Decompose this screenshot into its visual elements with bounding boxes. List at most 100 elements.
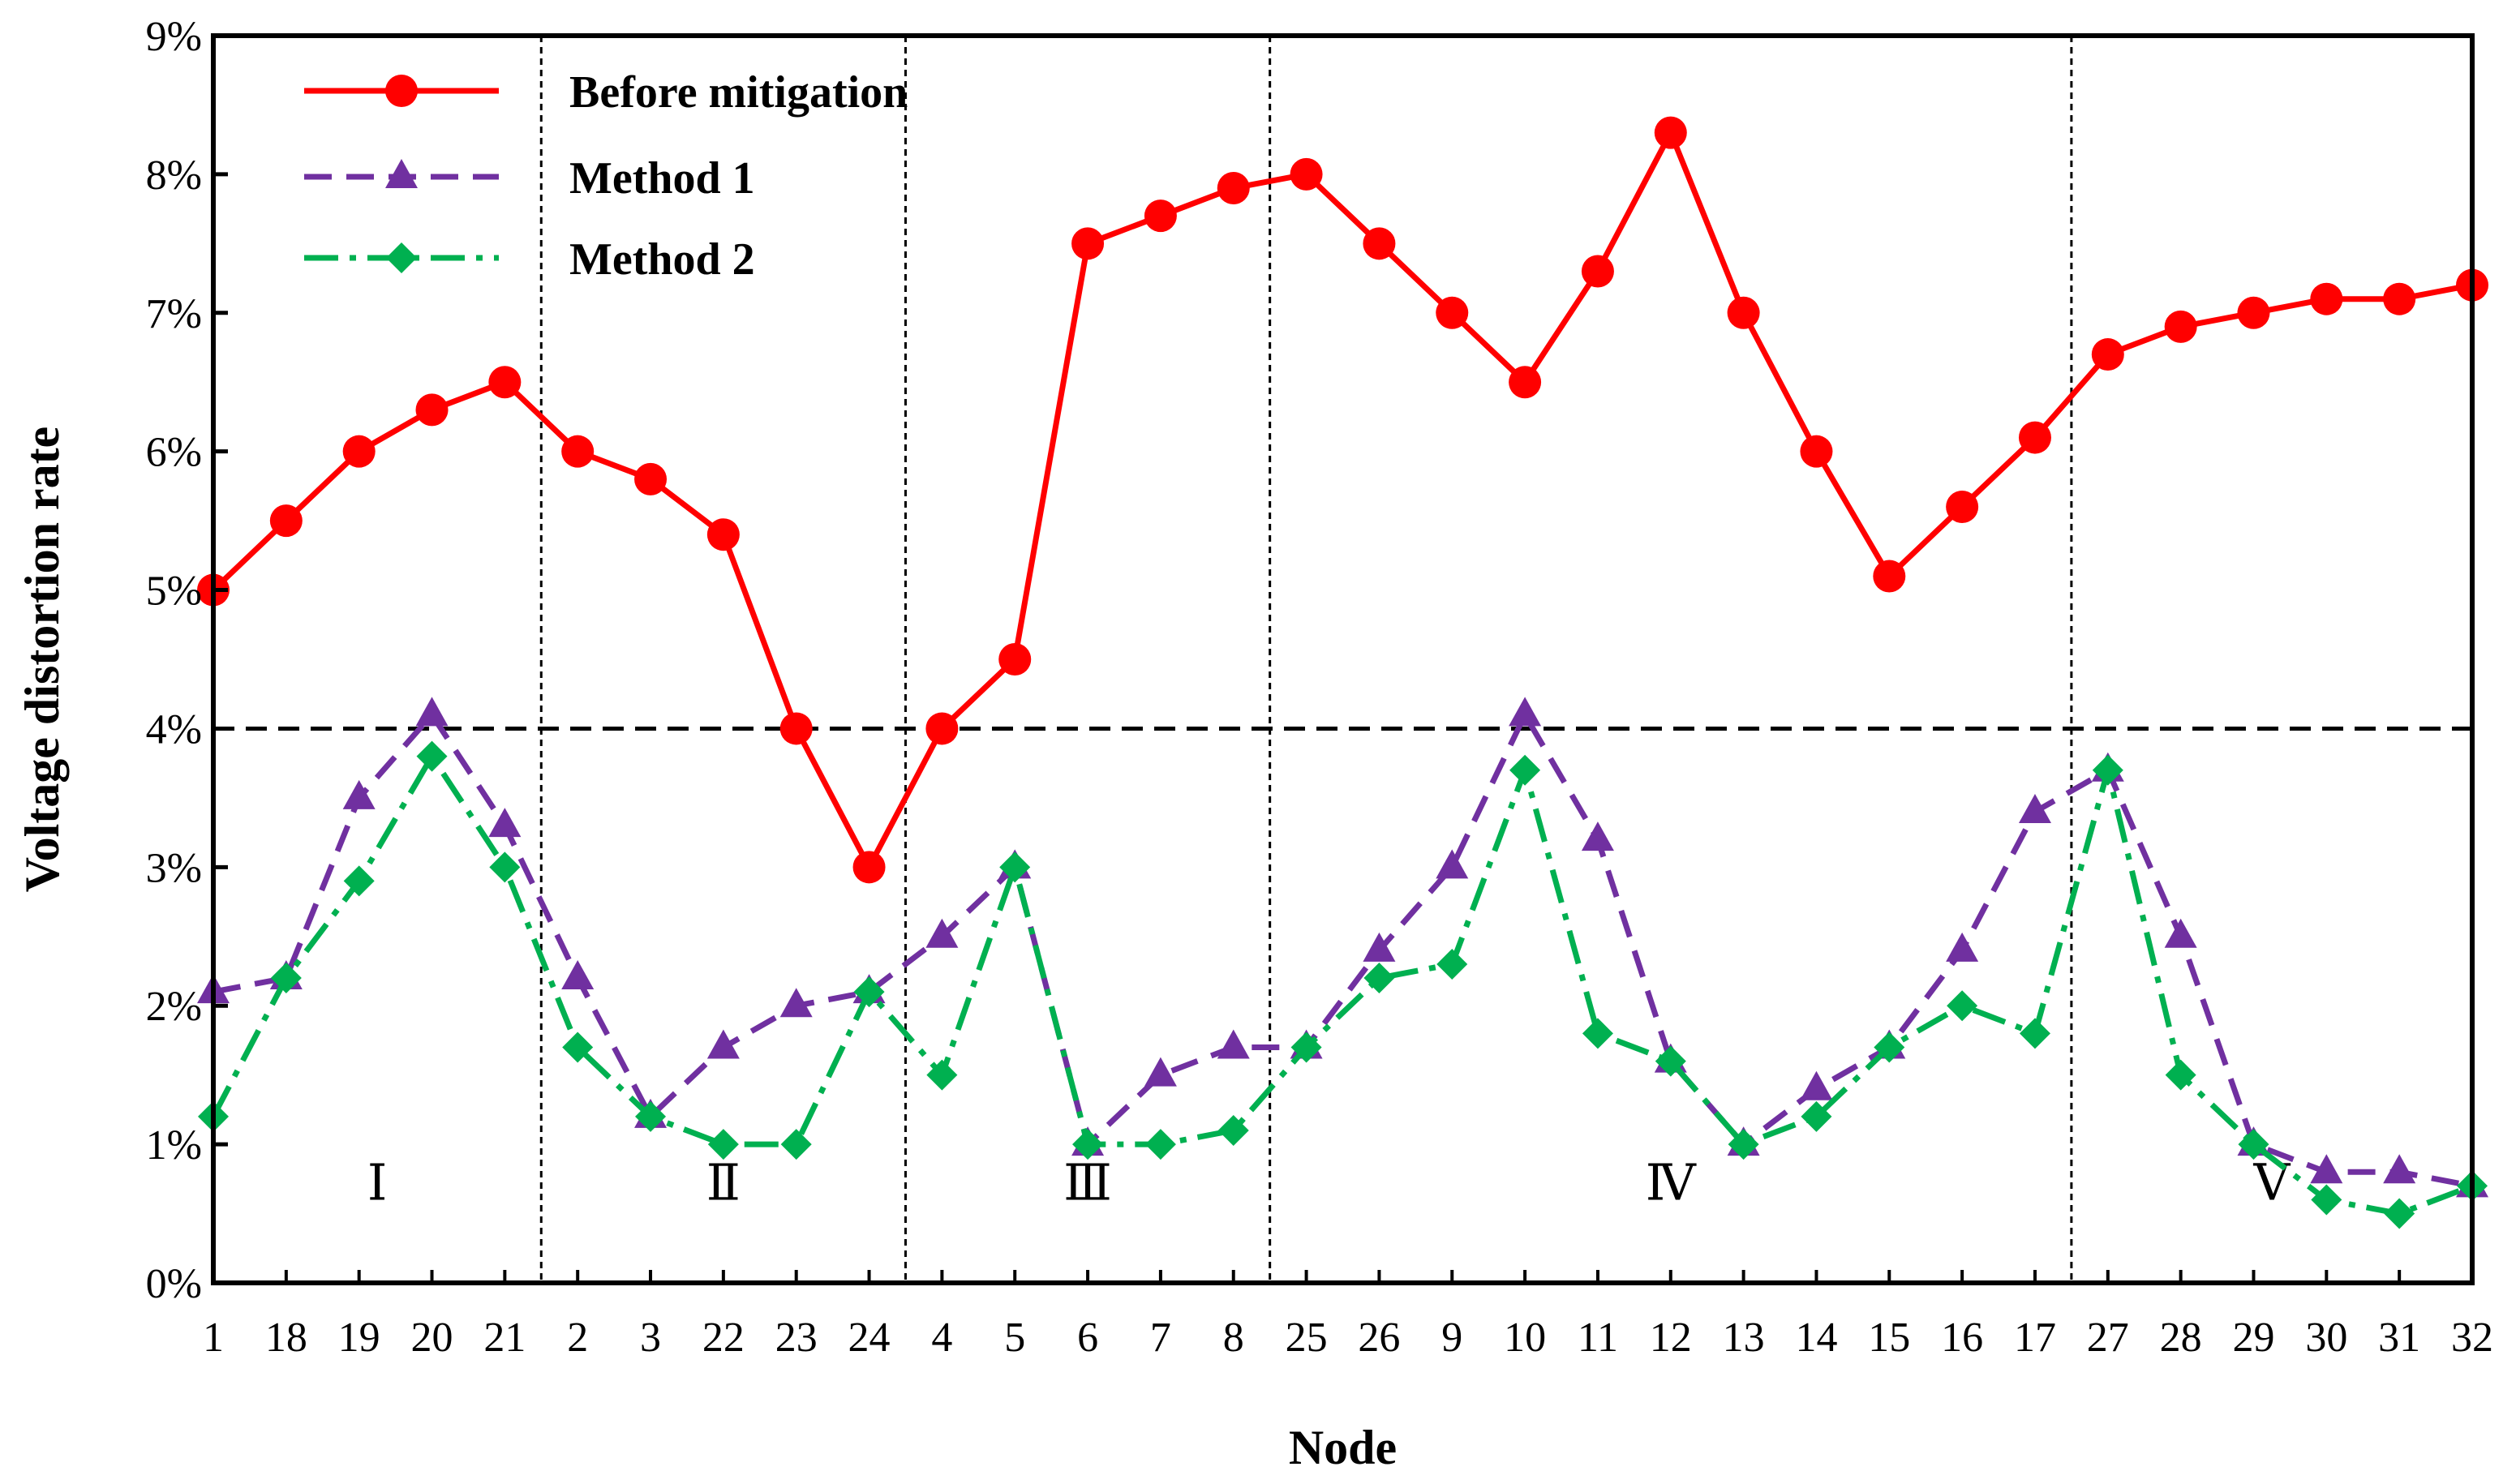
data-point [1873, 560, 1906, 593]
data-point [1654, 116, 1687, 149]
data-point [2383, 282, 2416, 315]
data-point [707, 1129, 739, 1160]
x-tick-label: 5 [1004, 1315, 1025, 1361]
x-tick-label: 7 [1150, 1315, 1171, 1361]
x-tick-label: 6 [1077, 1315, 1098, 1361]
x-tick-label: 4 [931, 1315, 952, 1361]
x-tick-label: 28 [2160, 1315, 2202, 1361]
data-point [2091, 338, 2124, 371]
data-point [2018, 793, 2051, 823]
data-point [925, 712, 959, 745]
data-point [1655, 1045, 1686, 1077]
region-labels: Ⅰ Ⅱ Ⅲ Ⅳ Ⅴ [367, 1156, 2291, 1211]
data-point [998, 643, 1032, 676]
data-point [1509, 697, 1542, 727]
x-tick-label: 2 [567, 1315, 588, 1361]
data-point [1874, 1032, 1905, 1063]
data-point [1801, 1100, 1832, 1132]
series-line [210, 753, 2474, 1217]
y-tick-label: 9% [146, 14, 202, 60]
data-point [925, 918, 959, 948]
x-tick-label: 20 [411, 1315, 453, 1361]
legend: Before mitigation Method 1 Method 2 [304, 67, 908, 285]
x-tick-label: 21 [483, 1315, 526, 1361]
data-point [2164, 310, 2197, 343]
region-label: Ⅱ [706, 1156, 741, 1211]
data-point [1947, 990, 1978, 1022]
data-point [269, 504, 303, 538]
series-layer [197, 116, 2488, 1229]
data-point [1144, 1129, 1176, 1160]
data-point [270, 963, 302, 994]
data-point [1727, 296, 1760, 329]
y-tick-label: 6% [146, 430, 202, 476]
x-axis: 1 18 19 20 21 2 3 22 23 24 4 5 6 7 8 25 26 9 10 11 12 13 14 15 1… [203, 1270, 2493, 1361]
x-tick-label: 9 [1441, 1315, 1462, 1361]
data-point [488, 366, 522, 399]
data-point [488, 808, 522, 838]
data-point [1217, 171, 1250, 204]
x-tick-label: 22 [702, 1315, 745, 1361]
data-point [415, 697, 449, 727]
x-tick-label: 10 [1504, 1315, 1546, 1361]
x-tick-label: 1 [203, 1315, 224, 1361]
data-point [342, 779, 376, 809]
legend-marker [385, 75, 418, 107]
plot-frame [211, 33, 2475, 1285]
data-point [926, 1059, 958, 1091]
data-point [1509, 366, 1542, 399]
x-tick-label: 23 [775, 1315, 818, 1361]
legend-label: Method 1 [569, 153, 755, 204]
legend-marker [385, 159, 418, 188]
region-label: Ⅴ [2253, 1156, 2291, 1211]
x-tick-label: 8 [1223, 1315, 1244, 1361]
data-point [1144, 1057, 1177, 1087]
data-point [1946, 932, 1979, 962]
x-tick-label: 25 [1286, 1315, 1328, 1361]
data-point [635, 1100, 667, 1132]
data-point [343, 865, 375, 897]
y-axis: 0% 1% 2% 3% 4% 5% 6% 7% 8% 9% [146, 14, 228, 1307]
region-label: Ⅲ [1063, 1156, 1112, 1211]
data-point [1946, 491, 1979, 524]
data-point [1144, 199, 1177, 233]
x-tick-label: 18 [265, 1315, 307, 1361]
data-point [1363, 227, 1396, 260]
data-point [1582, 1018, 1613, 1049]
x-tick-label: 3 [640, 1315, 661, 1361]
plot-border [211, 33, 2475, 1285]
data-point [1436, 849, 1469, 879]
region-dividers [539, 36, 2073, 1283]
data-point [2164, 918, 2197, 948]
x-tick-label: 19 [338, 1315, 380, 1361]
data-point [706, 1029, 740, 1059]
data-point [2383, 1154, 2416, 1184]
data-point [416, 740, 448, 772]
legend-marker [386, 242, 417, 273]
x-tick-label: 13 [1723, 1315, 1765, 1361]
data-point [1800, 435, 1833, 468]
data-point [779, 712, 813, 745]
data-point [2237, 296, 2270, 329]
data-point [634, 462, 668, 495]
data-point [1290, 1032, 1322, 1063]
data-point [706, 518, 740, 551]
x-tick-label: 31 [2378, 1315, 2420, 1361]
data-point [780, 1129, 812, 1160]
data-point [1509, 754, 1541, 786]
region-label: Ⅰ [367, 1156, 388, 1211]
y-tick-label: 4% [146, 706, 202, 753]
data-point [2019, 1018, 2050, 1049]
y-axis-title: Voltage distortion rate [15, 427, 69, 892]
series-before-mitigation [197, 116, 2488, 884]
legend-label: Method 2 [569, 234, 755, 285]
data-point [1072, 1129, 1104, 1160]
data-point [853, 976, 885, 1008]
data-point [2238, 1129, 2269, 1160]
y-tick-label: 3% [146, 845, 202, 891]
data-point [561, 960, 595, 990]
y-tick-label: 8% [146, 152, 202, 199]
x-axis-title: Node [1289, 1421, 1397, 1474]
data-point [1436, 296, 1469, 329]
